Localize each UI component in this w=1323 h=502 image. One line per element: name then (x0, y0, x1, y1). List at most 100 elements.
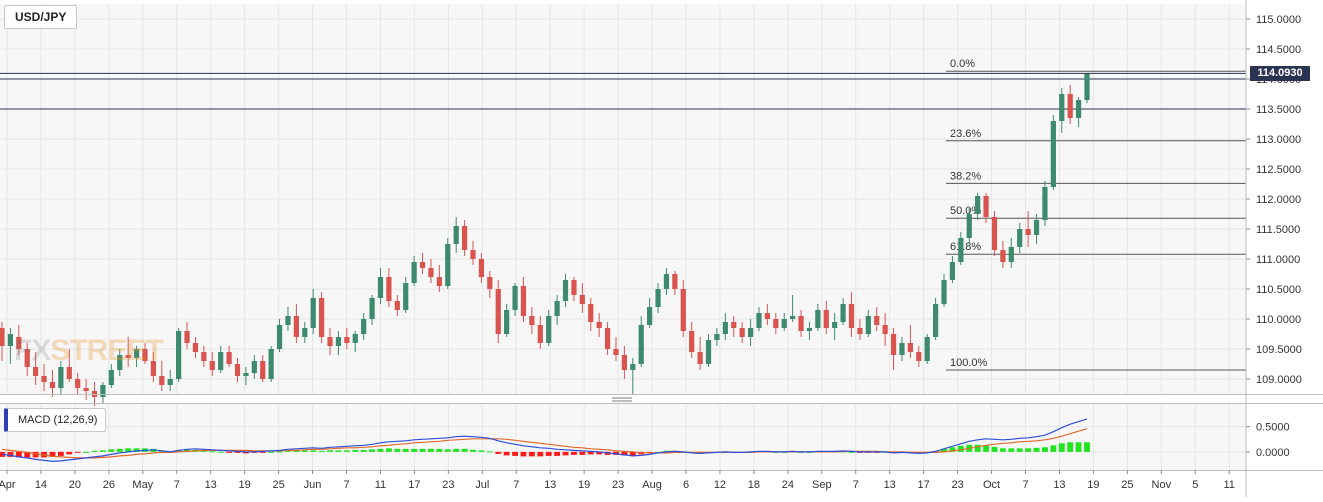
macd-histogram-bar (848, 451, 855, 453)
macd-histogram-bar (444, 449, 451, 452)
candle-body (520, 286, 527, 316)
panel-resize-handle[interactable] (612, 397, 632, 402)
macd-histogram-bar (259, 451, 266, 453)
macd-histogram-bar (949, 447, 956, 452)
candle-body (1025, 229, 1031, 235)
macd-histogram-bar (108, 449, 115, 452)
macd-histogram-bar (1067, 442, 1074, 452)
x-tick-label: 14 (35, 479, 47, 491)
candle-body (335, 337, 342, 346)
candle-body (874, 316, 880, 325)
candle-body (958, 238, 964, 262)
price-y-tick-label: 114.5000 (1256, 44, 1301, 56)
macd-histogram-bar (276, 451, 283, 453)
candle-body (857, 328, 863, 334)
candle-body (377, 277, 384, 298)
x-tick-label: Nov (1152, 479, 1172, 491)
macd-histogram-bar (217, 451, 224, 453)
x-tick-label: 23 (442, 479, 454, 491)
candle-body (907, 343, 913, 352)
x-tick-label: 6 (683, 479, 689, 491)
candle-body (75, 379, 81, 388)
candle-body (890, 334, 897, 355)
x-tick-label: 26 (103, 479, 115, 491)
macd-histogram-bar (310, 450, 317, 452)
candle-body (0, 328, 5, 346)
macd-histogram-bar (528, 451, 535, 457)
candle-body (773, 319, 779, 328)
candle-body (832, 322, 838, 328)
x-tick-label: Apr (0, 479, 16, 491)
x-tick-label: 17 (408, 479, 420, 491)
macd-histogram-bar (285, 450, 291, 452)
candle-body (268, 349, 274, 379)
candle-body (983, 196, 989, 217)
candle-body (133, 349, 140, 358)
candle-body (1042, 187, 1048, 220)
candle-body (461, 226, 468, 250)
candle-body (411, 262, 417, 283)
macd-histogram-bar (133, 448, 140, 452)
x-tick-label: 13 (544, 479, 556, 491)
candle-body (361, 319, 367, 334)
candle-body (630, 364, 636, 370)
x-tick-label: 13 (205, 479, 217, 491)
macd-histogram-bar (537, 451, 544, 457)
x-tick-label: 13 (1053, 479, 1065, 491)
macd-histogram-bar (360, 449, 367, 452)
macd-histogram-bar (293, 450, 300, 452)
candle-body (1008, 247, 1014, 262)
price-y-tick-label: 111.0000 (1256, 254, 1300, 266)
x-tick-label: Sep (812, 479, 832, 491)
macd-histogram-bar (402, 448, 409, 452)
x-tick-label: 12 (714, 479, 726, 491)
macd-histogram-bar (512, 451, 519, 456)
x-tick-label: 19 (1087, 479, 1099, 491)
macd-histogram-bar (1042, 447, 1048, 452)
macd-histogram-bar (1050, 445, 1057, 452)
candle-body (823, 310, 829, 328)
x-tick-label: Jun (304, 479, 322, 491)
macd-histogram-bar (15, 451, 22, 458)
symbol-badge[interactable]: USD/JPY (4, 5, 78, 29)
candle-body (1033, 220, 1040, 235)
macd-histogram-bar (7, 451, 14, 457)
macd-histogram-bar (419, 448, 426, 452)
candle-body (975, 196, 981, 214)
macd-histogram-bar (621, 451, 628, 456)
macd-histogram-bar (327, 450, 333, 452)
candle-body (108, 370, 114, 385)
macd-histogram-bar (66, 451, 73, 455)
candle-body (815, 310, 821, 328)
candle-body (49, 382, 56, 388)
macd-indicator-label[interactable]: MACD (12,26,9) (4, 408, 107, 432)
candle-body (58, 367, 64, 388)
candle-body (1000, 250, 1006, 262)
candle-body (941, 280, 947, 304)
fibonacci-level-label: 38.2% (950, 170, 981, 182)
candle-body (588, 304, 594, 322)
candle-body (260, 361, 266, 379)
candle-body (117, 355, 123, 370)
macd-histogram-bar (579, 451, 586, 455)
candle-body (209, 361, 215, 370)
x-tick-label: 18 (748, 479, 760, 491)
candle-body (680, 289, 686, 331)
candle-body (1059, 94, 1065, 121)
macd-histogram-bar (570, 451, 577, 455)
macd-histogram-bar (453, 448, 460, 452)
candle-body (66, 367, 72, 379)
candle-body (234, 364, 241, 376)
candle-body (159, 376, 165, 385)
macd-histogram-bar (242, 451, 249, 454)
candle-body (604, 328, 611, 349)
candle-body (546, 316, 552, 343)
macd-histogram-bar (470, 449, 476, 452)
candle-body (386, 277, 392, 301)
candle-body (394, 301, 400, 310)
x-tick-label: May (132, 479, 153, 491)
price-y-tick-label: 113.0000 (1256, 134, 1301, 146)
macd-histogram-bar (436, 448, 443, 452)
macd-histogram-bar (209, 451, 216, 453)
